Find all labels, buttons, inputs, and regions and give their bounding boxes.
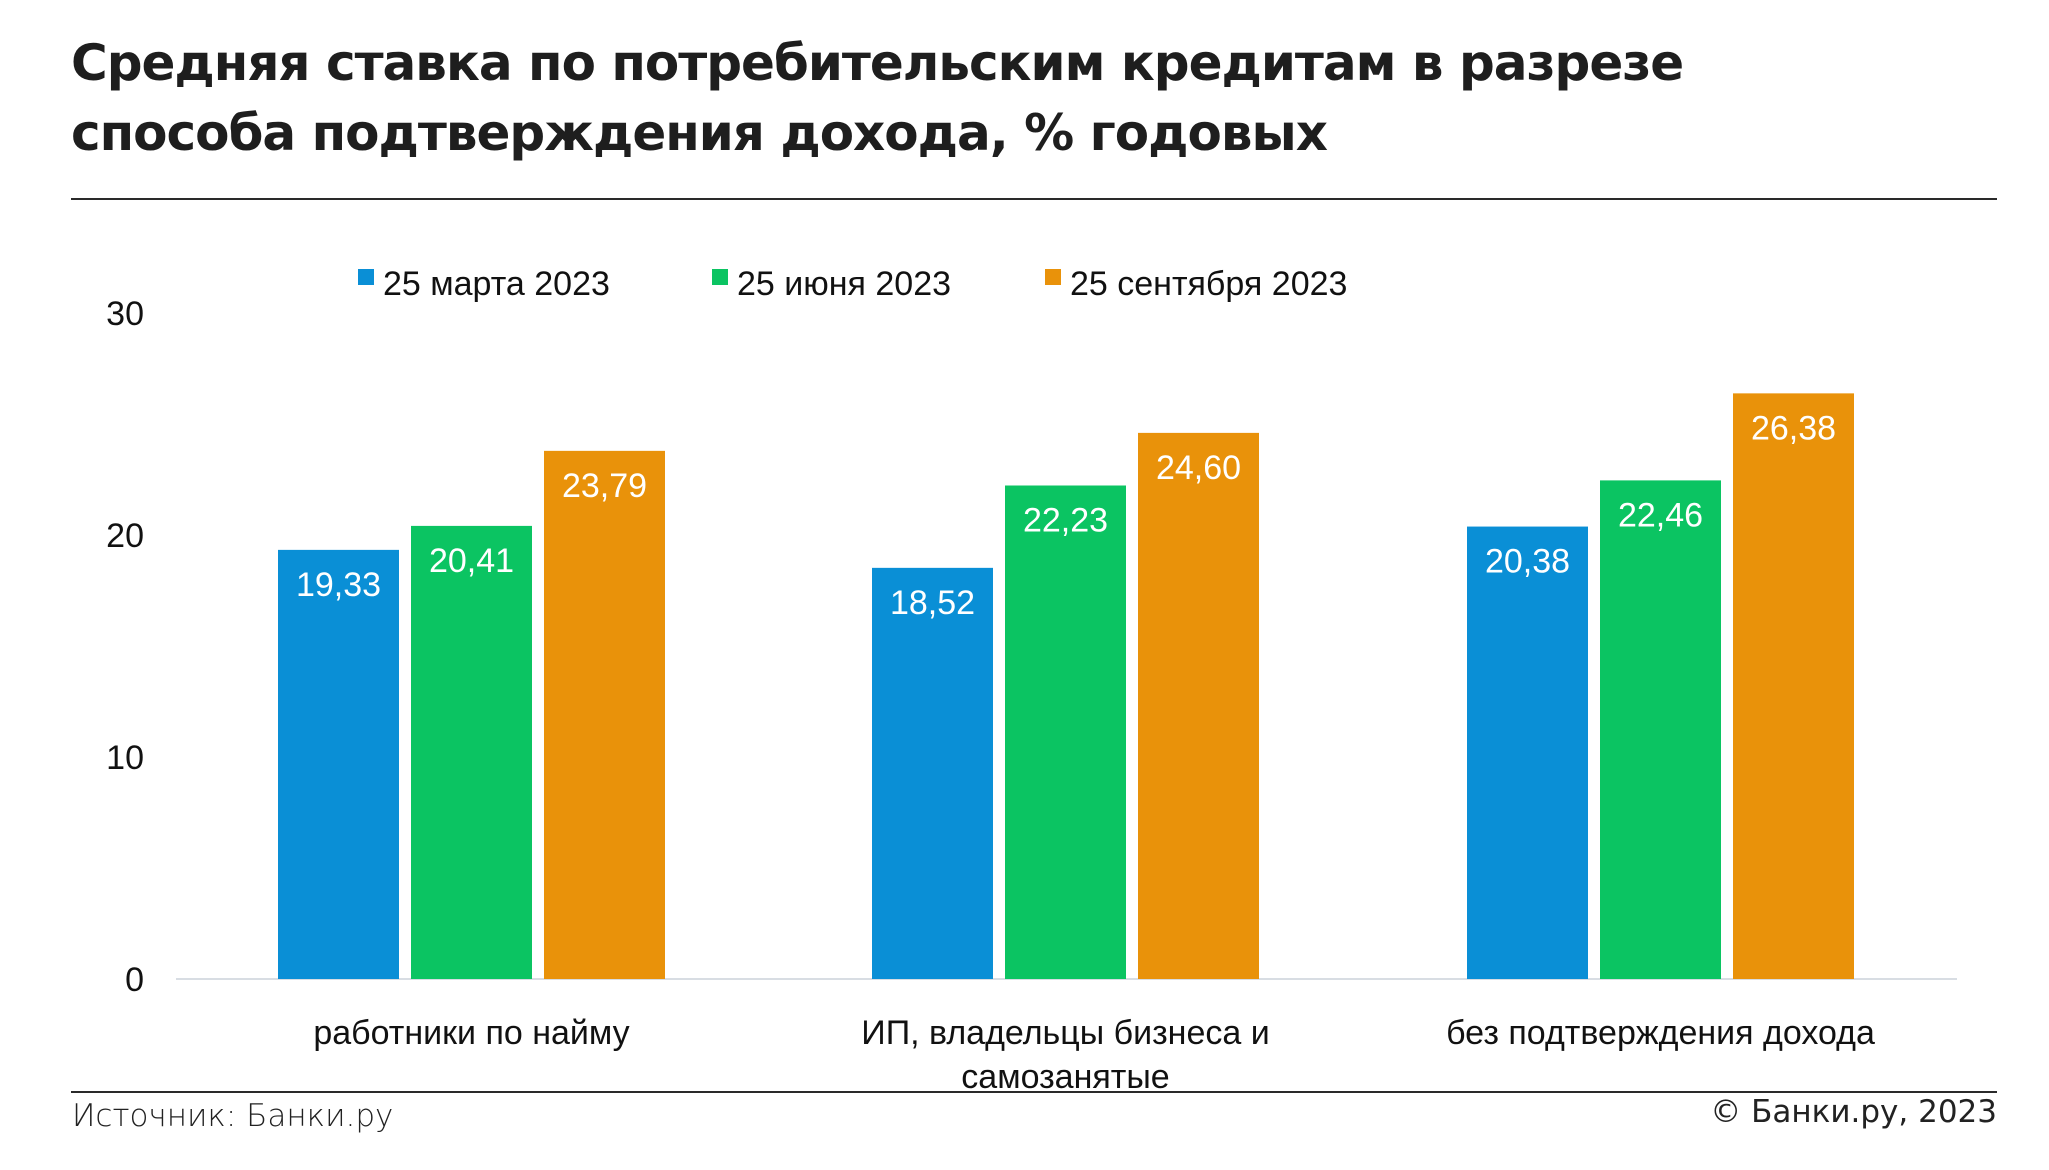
bar <box>872 567 993 979</box>
bar <box>1467 526 1588 979</box>
category-label: ИП, владельцы бизнеса и <box>861 1014 1269 1052</box>
y-tick-label: 30 <box>106 295 144 333</box>
bar-value-label: 22,46 <box>1618 496 1703 534</box>
bar-value-label: 20,41 <box>429 542 514 580</box>
legend-item-september: 25 сентября 2023 <box>1045 262 1347 306</box>
bars <box>278 393 1854 979</box>
bar <box>1600 480 1721 979</box>
bar <box>1005 485 1126 979</box>
y-tick-label: 10 <box>106 739 144 777</box>
bar <box>1733 393 1854 979</box>
legend-item-march: 25 марта 2023 <box>358 262 610 306</box>
chart-title: Средняя ставка по потребительским кредит… <box>71 28 1971 168</box>
legend-label-march: 25 марта 2023 <box>383 264 610 303</box>
bar <box>411 525 532 979</box>
bar-value-label: 22,23 <box>1023 501 1108 539</box>
legend-label-june: 25 июня 2023 <box>737 264 952 303</box>
chart-legend: 25 марта 2023 25 июня 2023 25 сентября 2… <box>0 262 2049 306</box>
chart-title-line-1: Средняя ставка по потребительским кредит… <box>71 34 1684 92</box>
bar <box>544 450 665 979</box>
bar-value-label: 26,38 <box>1751 409 1836 447</box>
bar-value-label: 23,79 <box>562 467 647 505</box>
bar-value-label: 19,33 <box>296 566 381 604</box>
copyright-note: © Банки.ру, 2023 <box>1710 1094 1997 1130</box>
bar <box>1138 432 1259 979</box>
legend-swatch-september <box>1045 269 1061 285</box>
y-tick-label: 0 <box>125 961 144 999</box>
legend-label-september: 25 сентября 2023 <box>1070 264 1348 303</box>
category-labels: работники по найму ИП, владельцы бизнеса … <box>313 1014 1875 1096</box>
bar-value-label: 24,60 <box>1156 449 1241 487</box>
bar-value-label: 18,52 <box>890 584 975 622</box>
footer-divider <box>71 1091 1997 1093</box>
bar-value-label: 20,38 <box>1485 543 1570 581</box>
category-label: работники по найму <box>313 1014 629 1052</box>
bar-value-labels: 19,33 18,52 20,38 20,41 22,23 22,46 23,79 24,60… <box>296 409 1836 621</box>
legend-item-june: 25 июня 2023 <box>712 262 951 306</box>
title-divider <box>71 198 1997 200</box>
bar <box>278 549 399 979</box>
legend-swatch-june <box>712 269 728 285</box>
y-axis-ticks: 0 10 20 30 <box>106 295 144 999</box>
category-label: самозанятые <box>961 1058 1169 1096</box>
chart-title-line-2: способа подтверждения дохода, % годовых <box>71 104 1328 162</box>
source-note: Источник: Банки.ру <box>72 1098 394 1134</box>
y-tick-label: 20 <box>106 517 144 555</box>
legend-swatch-march <box>358 269 374 285</box>
category-label: без подтверждения дохода <box>1446 1014 1875 1052</box>
